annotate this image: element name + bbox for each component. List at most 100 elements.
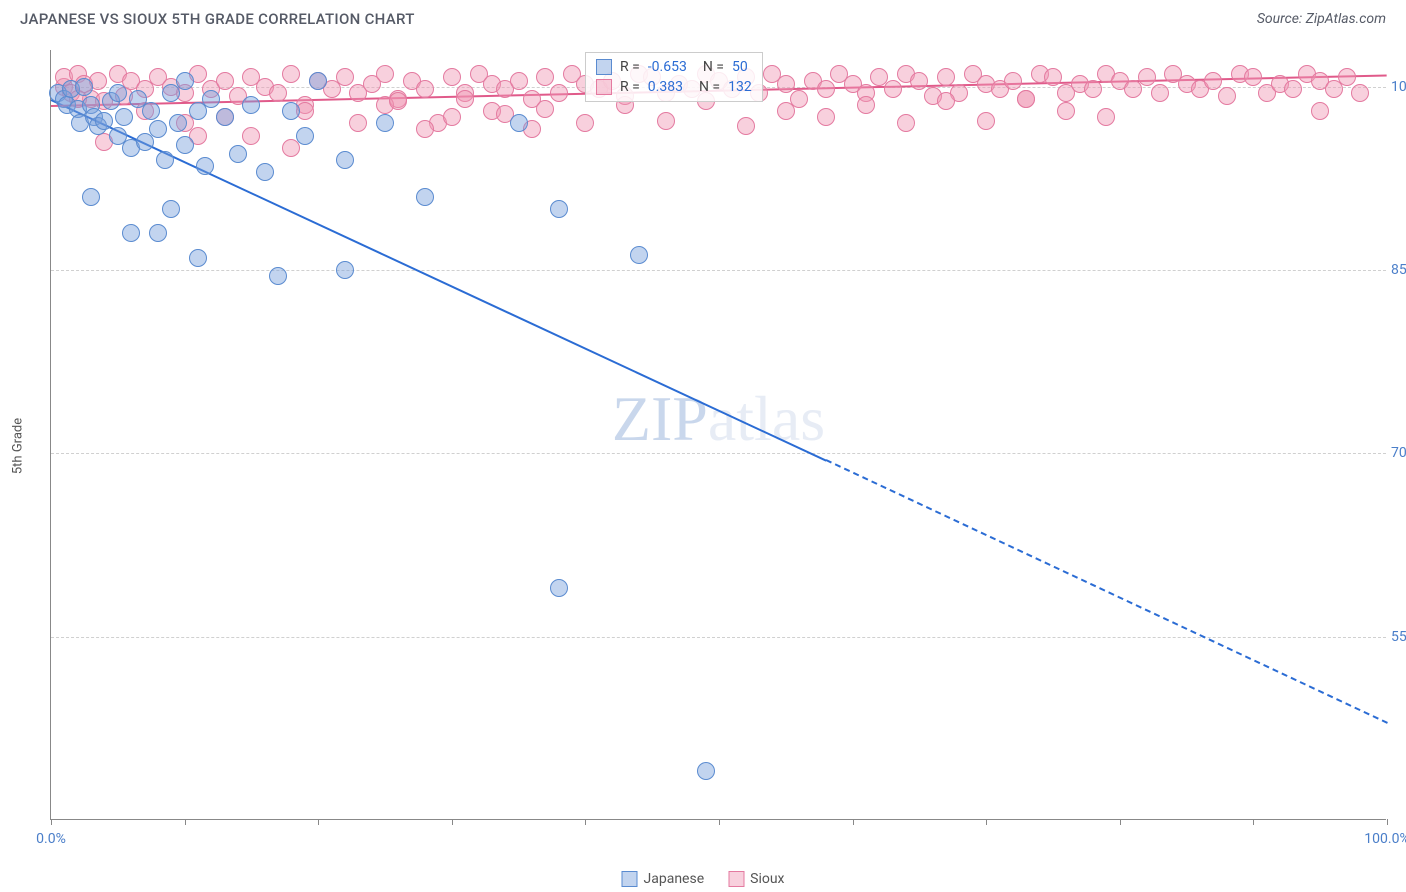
legend-label: Sioux <box>750 871 784 887</box>
data-point <box>216 72 234 90</box>
data-point <box>536 68 554 86</box>
data-point <box>1338 68 1356 86</box>
data-point <box>456 90 474 108</box>
stats-n-value: 50 <box>732 59 748 75</box>
data-point <box>389 92 407 110</box>
stats-r-value: -0.653 <box>648 59 687 75</box>
data-point <box>550 579 568 597</box>
data-point <box>229 145 247 163</box>
x-tick <box>51 819 52 825</box>
data-point <box>697 762 715 780</box>
x-tick <box>185 819 186 825</box>
data-point <box>156 151 174 169</box>
x-tick <box>986 819 987 825</box>
data-point <box>189 249 207 267</box>
data-point <box>550 84 568 102</box>
gridline <box>51 270 1386 271</box>
y-tick-label: 100.0% <box>1391 79 1406 95</box>
chart-source: Source: ZipAtlas.com <box>1257 11 1386 27</box>
data-point <box>149 224 167 242</box>
chart-legend: Japanese Sioux <box>622 871 785 887</box>
data-point <box>376 65 394 83</box>
data-point <box>1138 68 1156 86</box>
x-tick <box>853 819 854 825</box>
data-point <box>910 72 928 90</box>
data-point <box>416 80 434 98</box>
stats-n-value: 132 <box>728 79 752 95</box>
watermark-atlas: atlas <box>708 383 825 454</box>
data-point <box>1204 72 1222 90</box>
data-point <box>309 72 327 90</box>
data-point <box>282 65 300 83</box>
data-point <box>1244 68 1262 86</box>
chart-plot-area: ZIPatlas 100.0%85.0%70.0%55.0%0.0%100.0%… <box>50 50 1386 820</box>
data-point <box>1044 68 1062 86</box>
x-tick-label: 100.0% <box>1364 831 1406 847</box>
data-point <box>817 80 835 98</box>
x-tick <box>585 819 586 825</box>
data-point <box>282 102 300 120</box>
data-point <box>216 108 234 126</box>
data-point <box>142 102 160 120</box>
x-tick <box>719 819 720 825</box>
data-point <box>897 114 915 132</box>
x-tick <box>318 819 319 825</box>
stats-n-label: N = <box>699 79 720 95</box>
data-point <box>630 246 648 264</box>
data-point <box>416 188 434 206</box>
data-point <box>269 267 287 285</box>
data-point <box>510 114 528 132</box>
data-point <box>169 114 187 132</box>
data-point <box>1284 80 1302 98</box>
data-point <box>1057 102 1075 120</box>
y-axis-label: 5th Grade <box>11 418 26 474</box>
x-tick-label: 0.0% <box>36 831 66 847</box>
gridline <box>51 453 1386 454</box>
stats-r-label: R = <box>620 59 640 75</box>
data-point <box>977 112 995 130</box>
legend-item: Sioux <box>728 871 784 887</box>
legend-item: Japanese <box>622 871 705 887</box>
x-tick <box>452 819 453 825</box>
data-point <box>256 163 274 181</box>
data-point <box>115 108 133 126</box>
data-point <box>176 136 194 154</box>
data-point <box>937 92 955 110</box>
y-tick-label: 85.0% <box>1391 262 1406 278</box>
chart-title: JAPANESE VS SIOUX 5TH GRADE CORRELATION … <box>20 10 415 28</box>
data-point <box>75 78 93 96</box>
stats-row: R =0.383N =132 <box>596 77 752 97</box>
data-point <box>336 151 354 169</box>
data-point <box>196 157 214 175</box>
y-tick-label: 70.0% <box>1391 445 1406 461</box>
x-tick <box>1253 819 1254 825</box>
data-point <box>536 100 554 118</box>
data-point <box>737 117 755 135</box>
data-point <box>242 96 260 114</box>
data-point <box>162 200 180 218</box>
data-point <box>510 72 528 90</box>
data-point <box>82 188 100 206</box>
data-point <box>349 114 367 132</box>
y-tick-label: 55.0% <box>1391 629 1406 645</box>
data-point <box>657 112 675 130</box>
data-point <box>857 96 875 114</box>
stats-row: R =-0.653N =50 <box>596 57 752 77</box>
data-point <box>336 261 354 279</box>
data-point <box>443 68 461 86</box>
stats-swatch <box>596 59 612 75</box>
data-point <box>777 102 795 120</box>
data-point <box>95 112 113 130</box>
data-point <box>242 127 260 145</box>
data-point <box>443 108 461 126</box>
chart-header: JAPANESE VS SIOUX 5TH GRADE CORRELATION … <box>0 0 1406 36</box>
data-point <box>149 120 167 138</box>
data-point <box>576 114 594 132</box>
data-point <box>1311 102 1329 120</box>
data-point <box>550 200 568 218</box>
data-point <box>109 84 127 102</box>
watermark-zip: ZIP <box>612 383 708 454</box>
data-point <box>777 75 795 93</box>
data-point <box>1218 87 1236 105</box>
data-point <box>1151 84 1169 102</box>
